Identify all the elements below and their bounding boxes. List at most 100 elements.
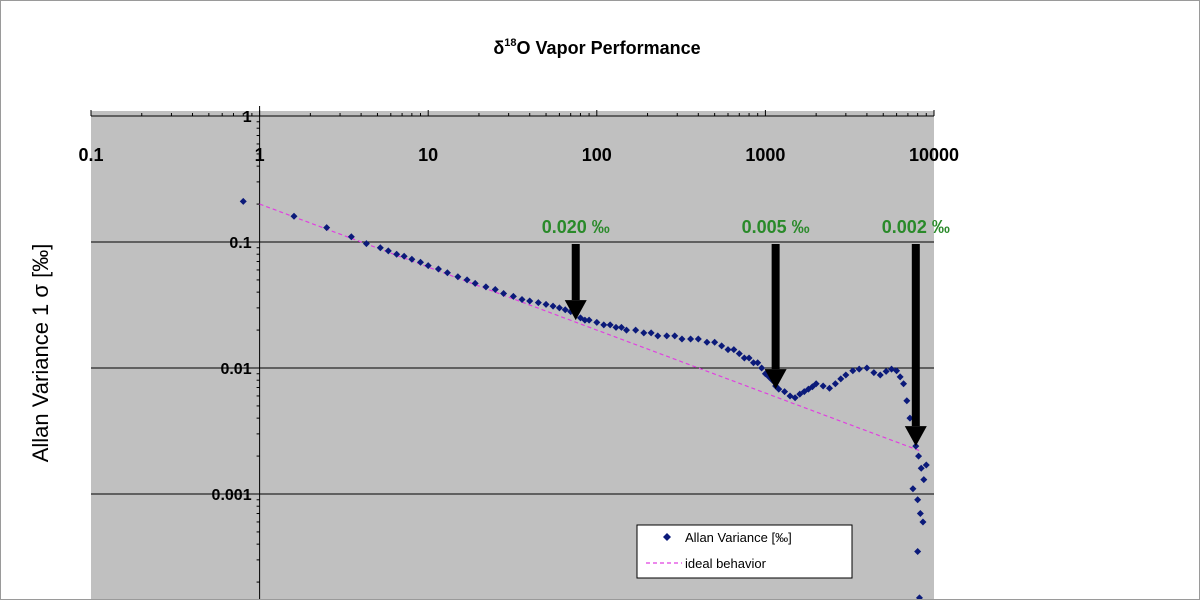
data-point [678,335,686,343]
data-point [906,414,914,422]
x-tick-label: 10 [418,145,438,165]
data-point [882,367,890,375]
x-tick-labels: 0.1 1 10 100 1000 10000 [78,145,959,165]
data-point [376,244,384,252]
data-point [819,382,827,390]
data-point [362,240,370,248]
data-point [617,323,625,331]
data-point [724,346,732,354]
data-point [909,485,917,493]
data-point [687,335,695,343]
svg-text:δ18O Vapor Performance: δ18O Vapor Performance [493,37,700,58]
data-point [711,338,719,346]
y-tick-label: 1 [243,109,252,126]
annotation-arrow-shaft-2 [911,244,920,427]
data-point [500,290,508,298]
data-point [837,375,845,383]
data-point [347,233,355,241]
chart-title: δ18O Vapor Performance [493,37,700,58]
title-text: O Vapor Performance [517,38,701,58]
x-tick-label: 1000 [745,145,785,165]
legend-label-allan-variance: Allan Variance [‰] [685,530,792,545]
data-point [915,452,923,460]
data-point [922,461,930,469]
data-point [812,380,820,388]
legend: Allan Variance [‰] ideal behavior [636,524,853,579]
data-point [555,304,563,312]
data-point [791,394,799,402]
y-tick-label: 0.001 [212,487,252,504]
annotation-label-1: 0.005 ‰ [742,217,810,237]
data-point [900,380,908,388]
data-point [290,212,298,220]
data-point [640,329,648,337]
data-point [612,323,620,331]
data-point [735,350,743,358]
annotation-arrow-shaft-0 [571,244,580,301]
data-point [239,197,247,205]
legend-box [636,524,853,579]
data-point [849,367,857,375]
data-point [424,262,432,270]
data-point [463,276,471,284]
x-tick-label: 100 [582,145,612,165]
annotation-arrow-shaft-1 [771,244,780,370]
y-tick-labels: 1 0.1 0.01 0.001 [212,109,252,504]
legend-label-ideal-behavior: ideal behavior [685,556,767,571]
gridlines [91,241,934,495]
data-point [654,332,662,340]
data-point [781,388,789,396]
annotations: 0.020 ‰ 0.005 ‰ 0.002 ‰ [542,217,950,447]
data-point [718,342,726,350]
data-point [471,279,479,287]
data-point [606,321,614,329]
x-tick-label: 10000 [909,145,959,165]
data-point [919,518,927,526]
data-point [509,292,517,300]
data-point [400,252,408,260]
data-point [416,258,424,266]
title-superscript: 18 [504,37,516,49]
data-point [482,283,490,291]
data-point [632,326,640,334]
y-tick-label: 0.01 [220,361,251,378]
data-point [893,367,901,375]
data-point [870,369,878,377]
data-point [842,371,850,379]
data-point [876,371,884,379]
data-point [561,306,569,314]
data-point [754,359,762,367]
data-point [920,476,928,484]
legend-marker-allan-variance [663,533,671,541]
data-point [647,329,655,337]
data-point [855,365,863,373]
data-point [443,269,451,277]
data-point [896,373,904,381]
data-point [534,299,542,307]
data-point [915,594,923,599]
data-point [914,547,922,555]
data-point [694,335,702,343]
y-axis-label: Allan Variance 1 σ [‰] [28,244,53,463]
data-point [408,255,416,263]
data-point [758,364,766,372]
annotation-arrow-head-0 [564,300,587,321]
data-point [888,365,896,373]
data-point [581,316,589,324]
data-point [703,338,711,346]
data-point [750,359,758,367]
data-point [730,346,738,354]
plot-area [91,111,934,599]
data-point [745,354,753,362]
annotation-arrow-head-1 [764,369,787,390]
data-point [593,318,601,326]
x-tick-label: 0.1 [78,145,103,165]
x-tick-label: 1 [255,145,265,165]
data-point [663,332,671,340]
data-point [518,295,526,303]
data-point [549,302,557,310]
data-point [903,397,911,405]
data-point [740,354,748,362]
